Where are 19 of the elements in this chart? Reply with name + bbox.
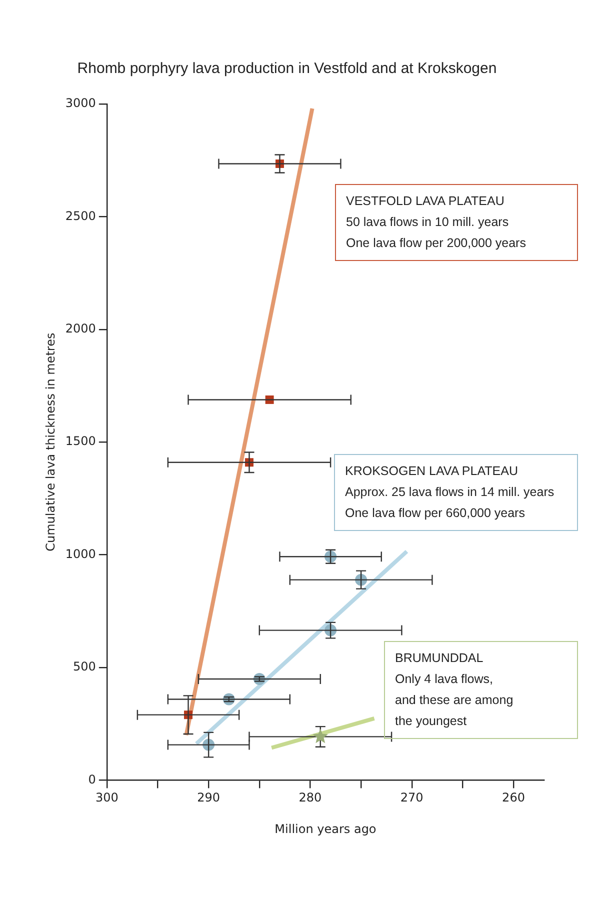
- x-tick-label: 290: [197, 790, 220, 805]
- annotation: KROKSOGEN LAVA PLATEAU Approx. 25 lava flows in 14 mill. years One lava flow per 660,000 years: [334, 454, 578, 531]
- annotation: VESTFOLD LAVA PLATEAU 50 lava flows in 10 mill. years One lava flow per 200,000 years: [335, 184, 578, 261]
- x-tick-label: 280: [298, 790, 322, 805]
- x-tick-label: 270: [400, 790, 424, 805]
- y-tick-label: 1500: [65, 434, 96, 448]
- y-tick-label: 2000: [65, 322, 96, 336]
- y-tick-label: 500: [73, 660, 96, 674]
- y-tick-label: 0: [88, 772, 96, 786]
- x-axis-title: Million years ago: [274, 822, 376, 836]
- x-tick-label: 260: [502, 790, 525, 805]
- y-tick-label: 3000: [65, 96, 96, 110]
- point: [312, 728, 328, 744]
- y-tick-label: 1000: [65, 546, 96, 561]
- y-tick-label: 2500: [65, 208, 96, 223]
- chart-title: Rhomb porphyry lava production in Vestfold and at Krokskogen: [77, 60, 497, 78]
- y-axis-title: Cumulative lava thickness in metres: [43, 332, 58, 552]
- annotation: BRUMUNDDAL Only 4 lava flows, and these are among the youngest: [384, 641, 578, 739]
- x-tick-label: 300: [95, 790, 118, 805]
